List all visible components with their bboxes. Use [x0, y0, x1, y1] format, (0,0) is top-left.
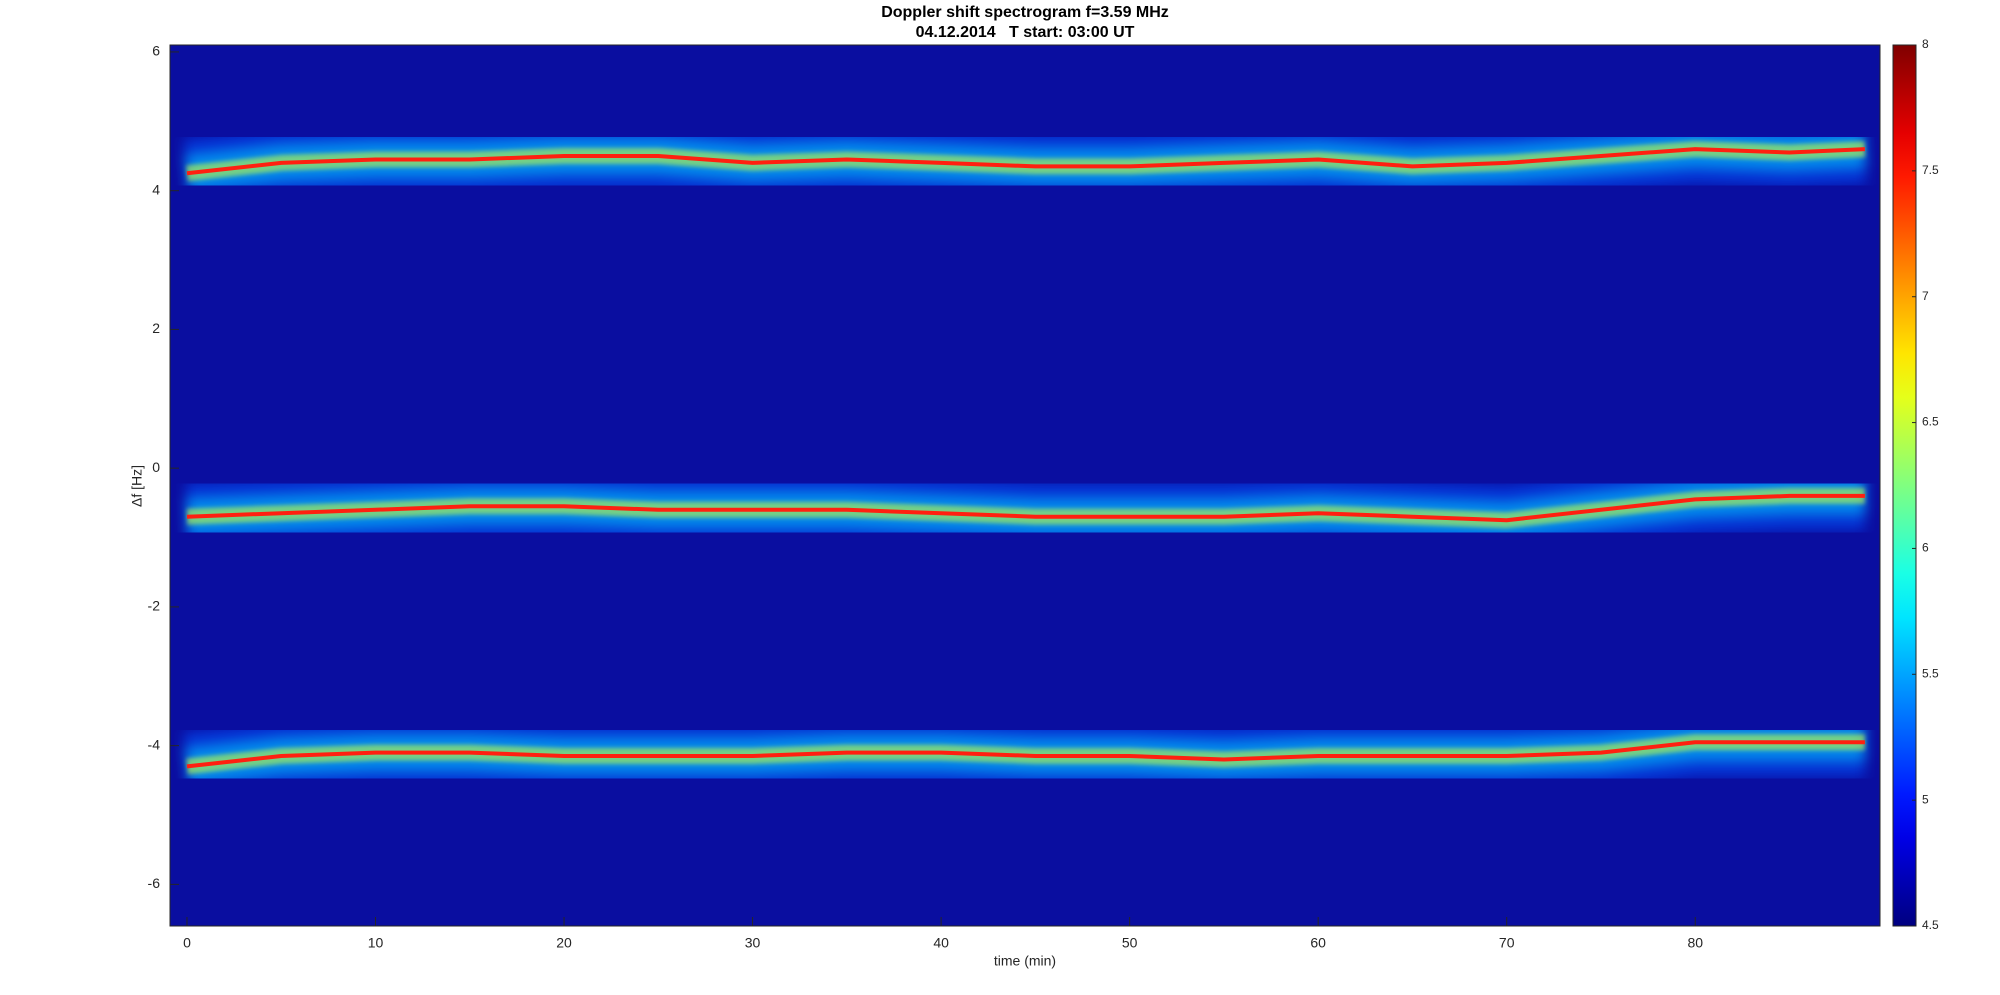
colorbar-tick-label: 6.5 [1922, 415, 1939, 429]
x-tick-label: 60 [1310, 935, 1326, 951]
trace [186, 147, 1865, 176]
colorbar-tick-label: 6 [1922, 541, 1929, 555]
colorbar-tick-label: 5.5 [1922, 666, 1939, 680]
axes-box [169, 44, 1881, 927]
y-tick-label: -2 [148, 598, 161, 614]
x-tick-label: 50 [1122, 935, 1138, 951]
chart-subtitle: 04.12.2014 T start: 03:00 UT [916, 24, 1135, 41]
colorbar [1892, 44, 1917, 927]
chart-title: Doppler shift spectrogram f=3.59 MHz [881, 4, 1169, 21]
colorbar-tick-label: 5 [1922, 792, 1929, 806]
y-axis-label: Δf [Hz] [129, 465, 145, 507]
x-tick-label: 30 [745, 935, 761, 951]
y-tick-label: 4 [152, 181, 160, 197]
colorbar-tick-label: 7.5 [1922, 163, 1939, 177]
y-tick-label: -6 [148, 875, 161, 891]
colorbar-tick-label: 8 [1922, 37, 1929, 51]
plot-area [183, 114, 1867, 802]
y-tick-label: -4 [148, 736, 161, 752]
colorbar-tick-label: 4.5 [1922, 918, 1939, 932]
y-tick-label: 2 [152, 320, 160, 336]
y-tick-label: 0 [152, 459, 160, 475]
x-tick-label: 10 [368, 935, 384, 951]
trace [186, 493, 1865, 523]
x-tick-label: 40 [933, 935, 949, 951]
x-tick-label: 80 [1687, 935, 1703, 951]
x-tick-label: 20 [556, 935, 572, 951]
x-tick-label: 0 [183, 935, 191, 951]
x-axis-label: time (min) [994, 953, 1056, 969]
trace [186, 740, 1865, 769]
x-tick-label: 70 [1499, 935, 1515, 951]
y-tick-label: 6 [152, 43, 160, 59]
colorbar-tick-label: 7 [1922, 289, 1929, 303]
